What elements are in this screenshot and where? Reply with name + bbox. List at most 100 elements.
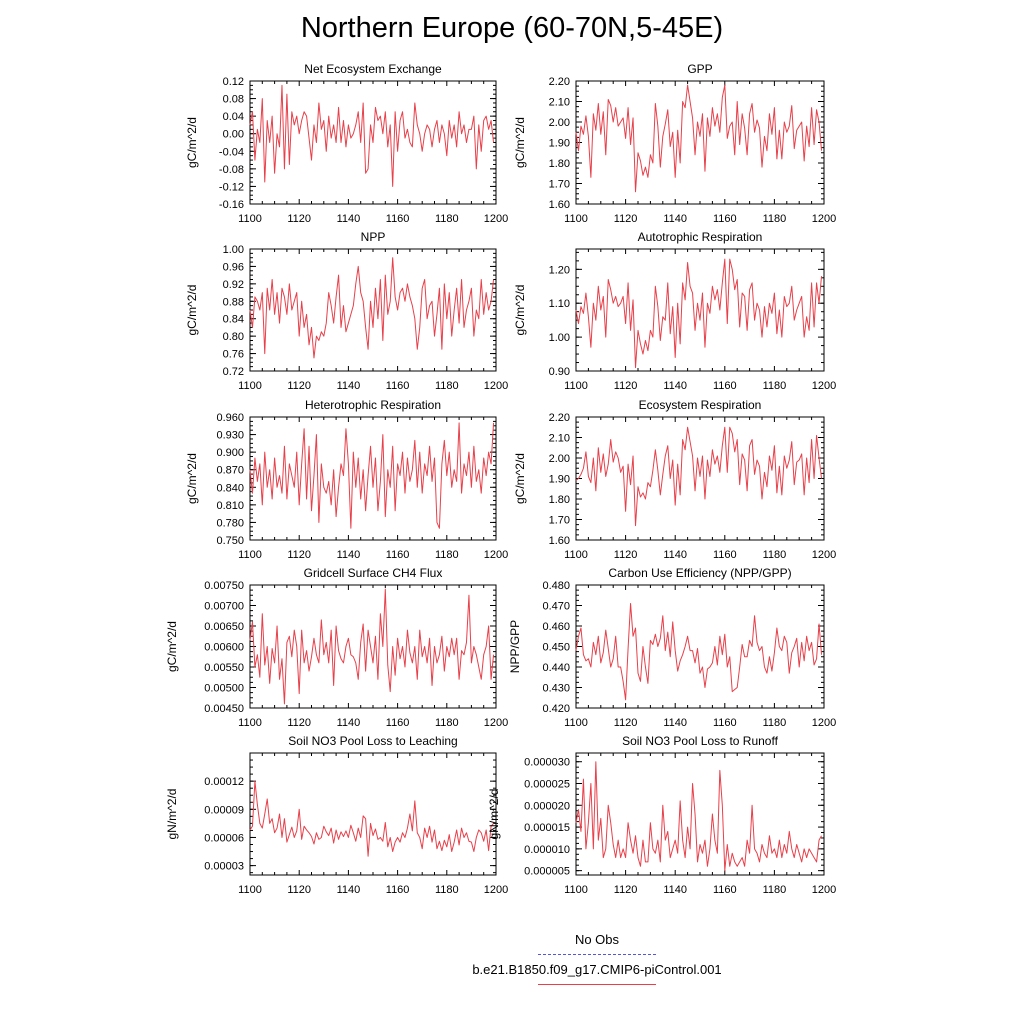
y-tick-label: 1.80: [549, 158, 570, 170]
x-tick-label: 1140: [663, 717, 687, 729]
series-line: [249, 84, 495, 187]
x-tick-label: 1160: [713, 549, 737, 561]
y-tick-label: 0.76: [223, 349, 244, 361]
y-tick-label: 0.870: [216, 465, 244, 477]
y-axis-label: gC/m^2/d: [185, 117, 199, 168]
y-tick-label: 0.810: [216, 500, 244, 512]
y-tick-label: 0.00: [223, 129, 244, 141]
legend-run-line: [538, 984, 656, 985]
y-tick-label: 0.450: [542, 642, 570, 654]
x-tick-label: 1200: [812, 380, 836, 392]
y-axis-label: gC/m^2/d: [513, 453, 527, 504]
x-tick-label: 1100: [564, 213, 588, 225]
y-tick-label: 0.460: [542, 621, 570, 633]
y-tick-label: 0.000010: [524, 844, 570, 856]
y-axis-label: gC/m^2/d: [185, 285, 199, 336]
y-tick-label: 0.420: [542, 703, 570, 715]
y-axis-label: NPP/GPP: [508, 620, 522, 673]
series-line: [575, 258, 823, 369]
y-tick-label: 1.10: [549, 298, 570, 310]
y-tick-label: 0.00550: [204, 662, 244, 674]
x-tick-label: 1120: [287, 380, 311, 392]
x-tick-label: 1100: [238, 380, 262, 392]
y-tick-label: 2.00: [549, 117, 570, 129]
y-axis-label: gN/m^2/d: [487, 789, 501, 840]
series-line: [249, 422, 495, 529]
x-tick-label: 1140: [663, 549, 687, 561]
panel-title: GPP: [687, 62, 712, 76]
y-tick-label: 1.80: [549, 494, 570, 506]
y-tick-label: 0.480: [542, 580, 570, 592]
panel-title: Gridcell Surface CH4 Flux: [304, 566, 443, 580]
x-tick-label: 1100: [238, 884, 262, 896]
panel-title: Ecosystem Respiration: [639, 398, 762, 412]
panel-frame: [575, 248, 825, 372]
y-tick-label: 0.470: [542, 601, 570, 613]
panel-title: NPP: [361, 230, 386, 244]
y-tick-label: 1.90: [549, 474, 570, 486]
y-tick-label: 1.20: [549, 264, 570, 276]
y-tick-label: 1.60: [549, 199, 570, 211]
x-tick-label: 1120: [614, 549, 638, 561]
panel-title: Carbon Use Efficiency (NPP/GPP): [608, 566, 791, 580]
y-tick-label: 2.10: [549, 433, 570, 445]
x-tick-label: 1160: [713, 717, 737, 729]
series-line: [575, 602, 823, 701]
x-tick-label: 1120: [614, 213, 638, 225]
x-tick-label: 1100: [564, 884, 588, 896]
series-line: [249, 780, 494, 857]
x-tick-label: 1100: [238, 549, 262, 561]
x-tick-label: 1180: [435, 213, 459, 225]
series-line: [249, 257, 495, 359]
x-tick-label: 1160: [386, 380, 410, 392]
panel-title: Autotrophic Respiration: [638, 230, 763, 244]
y-tick-label: 0.00006: [204, 832, 244, 844]
x-tick-label: 1140: [337, 884, 361, 896]
y-tick-label: 0.750: [216, 535, 244, 547]
panel-7: Gridcell Surface CH4 Flux 1100 1120 1140 116…: [165, 566, 508, 729]
x-tick-label: 1200: [812, 549, 836, 561]
panel-10: Soil NO3 Pool Loss to Runoff 1100 1120 1140…: [487, 734, 836, 896]
y-axis-label: gC/m^2/d: [513, 285, 527, 336]
x-tick-label: 1140: [337, 380, 361, 392]
y-tick-label: 1.60: [549, 535, 570, 547]
x-tick-label: 1200: [484, 213, 508, 225]
y-tick-label: 1.00: [549, 332, 570, 344]
y-tick-label: 0.780: [216, 517, 244, 529]
x-tick-label: 1160: [386, 717, 410, 729]
y-tick-label: 0.000005: [524, 866, 570, 878]
series-line: [575, 84, 823, 193]
x-tick-label: 1120: [287, 549, 311, 561]
x-tick-label: 1200: [812, 717, 836, 729]
y-tick-label: 1.70: [549, 179, 570, 191]
panel-title: Heterotrophic Respiration: [305, 398, 441, 412]
y-tick-label: 0.00003: [204, 861, 244, 873]
y-tick-label: 0.12: [223, 76, 244, 88]
x-tick-label: 1140: [663, 884, 687, 896]
y-tick-label: 0.00600: [204, 642, 244, 654]
y-tick-label: 0.72: [223, 366, 244, 378]
panel-8: Carbon Use Efficiency (NPP/GPP) 1100 1120 1…: [508, 566, 836, 729]
y-tick-label: 1.00: [223, 244, 244, 256]
panel-3: NPP 1100 1120 1140 1160 1180 1200 0.72 0.76 0.80 0…: [185, 230, 508, 392]
y-tick-label: 0.04: [223, 111, 244, 123]
y-tick-label: 0.430: [542, 683, 570, 695]
x-tick-label: 1200: [812, 884, 836, 896]
x-tick-label: 1180: [763, 380, 787, 392]
panel-title: Net Ecosystem Exchange: [304, 62, 442, 76]
x-tick-label: 1100: [238, 213, 262, 225]
y-axis-label: gC/m^2/d: [165, 621, 179, 672]
x-tick-label: 1140: [337, 549, 361, 561]
panel-frame: [575, 80, 825, 205]
series-line: [575, 426, 823, 527]
y-tick-label: 0.930: [216, 430, 244, 442]
y-tick-label: 0.00450: [204, 703, 244, 715]
y-tick-label: 0.00012: [204, 776, 244, 788]
y-tick-label: 0.08: [223, 94, 244, 106]
panel-frame: [575, 416, 825, 541]
y-tick-label: 0.840: [216, 482, 244, 494]
panel-6: Ecosystem Respiration 1100 1120 1140 1160 118…: [513, 398, 836, 561]
x-tick-label: 1180: [435, 884, 459, 896]
x-tick-label: 1160: [386, 884, 410, 896]
